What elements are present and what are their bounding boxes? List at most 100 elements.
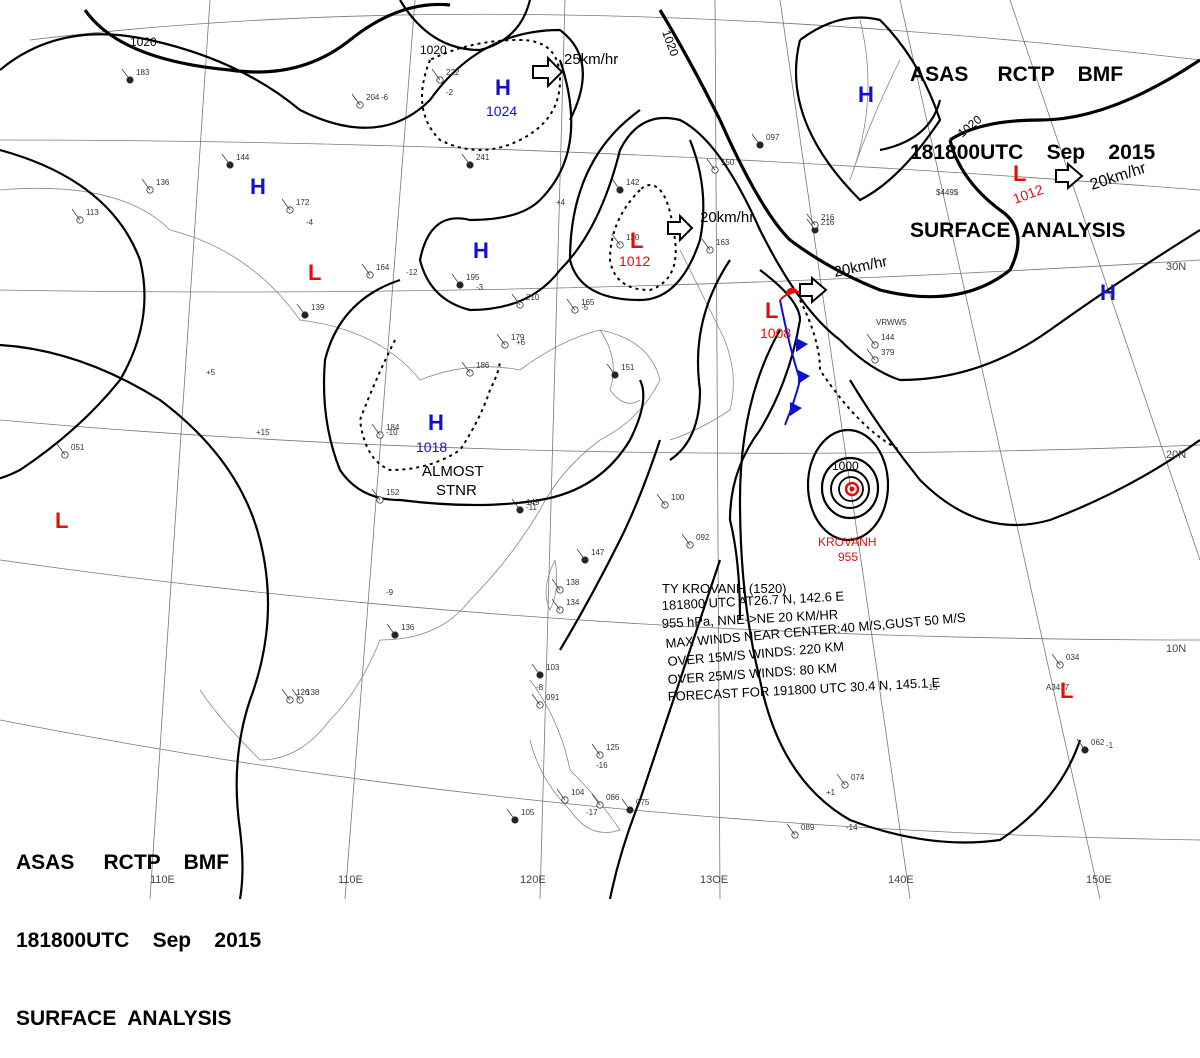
station-value: $449$ [936, 188, 959, 197]
meridian [1009, 0, 1200, 561]
longitude-label: 140E [888, 874, 914, 886]
station-value: A3417 [1046, 683, 1070, 692]
longitude-label: 110E [150, 874, 175, 886]
station-value: +15 [256, 428, 270, 437]
wind-barb [121, 68, 131, 81]
station-value: 144 [881, 333, 895, 342]
station-value: 062 [1091, 738, 1105, 747]
longitude-label: 120E [520, 874, 546, 886]
isobar-1020 [83, 2, 451, 74]
parallel [0, 259, 1200, 293]
wind-barb [371, 488, 381, 501]
longitude-label: 13OE [700, 874, 728, 886]
station-value: -6 [381, 93, 389, 102]
isobar-dashed [799, 299, 901, 451]
grid-labels: 110E 110E 120E 13OE 140E 150E 30N 20N 10… [150, 261, 1186, 886]
parallel [29, 13, 1200, 61]
parallel [0, 719, 1200, 841]
station-value: -11 [526, 503, 538, 512]
wind-barb [576, 548, 586, 561]
station-value: 151 [621, 363, 635, 372]
wind-barb [551, 598, 561, 611]
coastline-kamchatka [849, 19, 901, 181]
station-value: 144 [236, 153, 250, 162]
wind-barb [511, 498, 521, 511]
wind-barb [371, 423, 381, 436]
station-value: -3 [476, 283, 484, 292]
station-value: -5 [581, 303, 589, 312]
wind-barb [386, 623, 396, 636]
weather-map: 1832042221441361722411131641952101651391… [0, 0, 1200, 899]
wind-barb [461, 153, 471, 166]
station-value: 103 [546, 663, 560, 672]
wind-barb [296, 303, 306, 316]
parallel [0, 419, 1200, 454]
station-value: 172 [296, 198, 310, 207]
isobar-label: 1020 [130, 35, 157, 49]
movement-speed-label: 25km/hr [564, 51, 618, 68]
wind-barb [291, 688, 301, 701]
movement-arrows [532, 55, 1084, 305]
station-value: 091 [546, 693, 560, 702]
station-value: 216 [821, 218, 835, 227]
station-value: 138 [306, 688, 320, 697]
wind-barb [706, 158, 716, 171]
coastline-japan [669, 249, 734, 441]
isobar [568, 109, 705, 302]
wind-barb [621, 798, 631, 811]
warm-front-semicircle [785, 287, 798, 296]
typhoon-isobar [830, 469, 870, 509]
isobar [849, 379, 1200, 527]
typhoon-isobar [820, 456, 880, 520]
wind-barb [1051, 653, 1061, 666]
header-line3: SURFACE ANALYSIS [910, 219, 1126, 242]
wind-barb [566, 298, 576, 311]
station-value: 138 [566, 578, 580, 587]
station-value: 222 [446, 68, 460, 77]
wind-barb [556, 788, 566, 801]
station-value: 147 [591, 548, 605, 557]
station-value: 086 [606, 793, 620, 802]
meridian [539, 0, 566, 899]
wind-barb [866, 348, 876, 361]
station-value: -16 [596, 761, 608, 770]
station-value: 183 [136, 68, 150, 77]
latitude-label: 10N [1166, 643, 1186, 655]
meridian [779, 0, 911, 899]
movement-arrow [667, 213, 694, 243]
isobar [399, 0, 532, 52]
station-value: -10 [386, 428, 398, 437]
high-pressure-symbol: H [473, 238, 489, 263]
low-pressure-symbol: L [55, 508, 68, 533]
wind-barb [531, 693, 541, 706]
isobar [418, 59, 1200, 382]
station-value: -15 [926, 683, 938, 692]
high-pressure-symbol: H [858, 82, 874, 107]
typhoon-eye [849, 486, 855, 492]
high-pressure-symbol: H [495, 75, 511, 100]
latitude-label: 30N [1166, 261, 1186, 273]
station-value: 195 [466, 273, 480, 282]
wind-barb [496, 333, 506, 346]
isobar [322, 278, 645, 507]
station-value: +4 [556, 198, 566, 207]
isobar-1020 [949, 58, 1200, 142]
typhoon-isobar [806, 428, 890, 542]
isobar [738, 329, 1082, 844]
header-line1: ASAS RCTP BMF [16, 851, 230, 874]
station-value: 104 [571, 788, 585, 797]
low-pressure-symbol: L [630, 228, 643, 253]
movement-speed-label: 20km/hr [700, 209, 754, 226]
station-value: 089 [801, 823, 815, 832]
meridian [899, 0, 1101, 899]
station-value: 136 [156, 178, 170, 187]
wind-barb [551, 578, 561, 591]
meridian [714, 0, 721, 899]
low-pressure-value: 1008 [760, 325, 791, 341]
low-pressure-symbol: L [765, 298, 778, 323]
station-value: 130 [626, 233, 640, 242]
wind-barb [281, 688, 291, 701]
station-value: -4 [306, 218, 314, 227]
longitude-label: 110E [338, 874, 363, 886]
station-plots: 183 204 222 144 136 172 241 113 164 195 210 165 139 1… [56, 68, 1114, 839]
